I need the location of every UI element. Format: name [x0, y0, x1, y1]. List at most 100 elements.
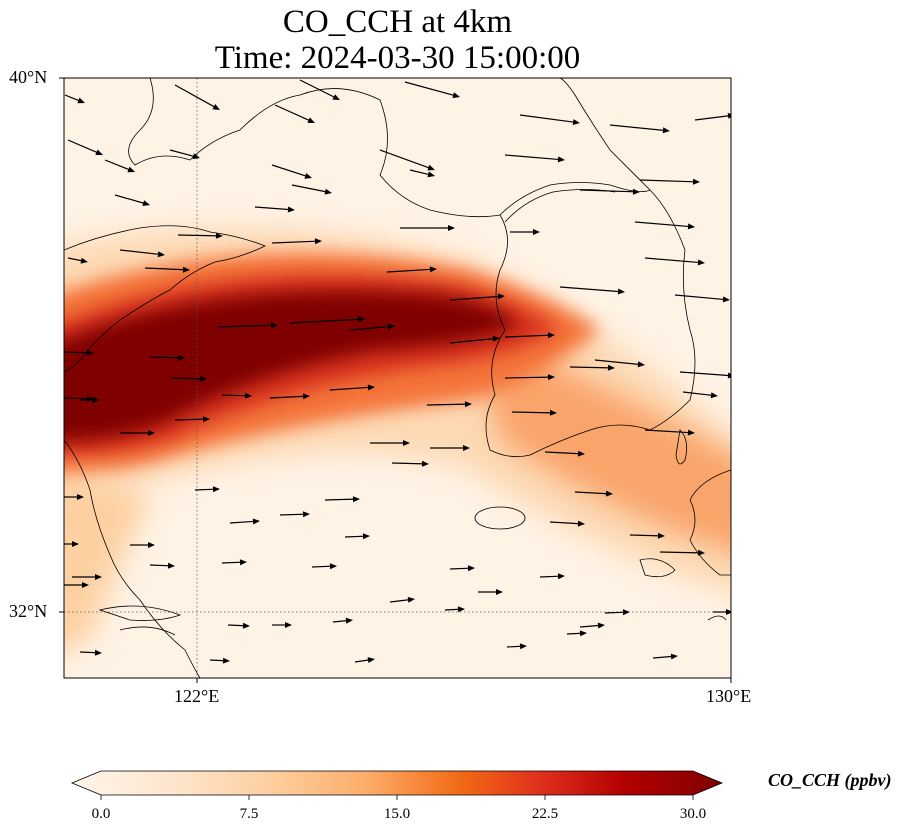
arrow-icon [77, 97, 85, 104]
arrow-icon [547, 332, 555, 339]
wind-arrow-shaft [504, 334, 551, 338]
wind-arrow-shaft [349, 325, 391, 331]
wind-arrow-shaft [539, 575, 561, 578]
arrow-icon [362, 533, 370, 540]
arrow-icon [597, 622, 605, 629]
arrow-icon [222, 657, 230, 664]
wind-arrow-shaft [171, 377, 203, 380]
wind-vectors [64, 79, 731, 664]
wind-arrow-shaft [449, 295, 501, 301]
wind-arrow-shaft [506, 645, 523, 648]
wind-arrow-shaft [209, 659, 226, 662]
wind-arrow-shaft [254, 206, 291, 211]
wind-arrow-shaft [329, 386, 371, 391]
arrow-icon [324, 188, 332, 195]
wind-arrow-shaft [379, 149, 431, 169]
arrow-icon [605, 490, 613, 497]
wind-arrow-shaft [271, 164, 308, 178]
wind-arrow-shaft [332, 619, 349, 623]
arrow-icon [86, 349, 94, 356]
colorbar-tick: 30.0 [679, 806, 707, 822]
wind-arrow-shaft [279, 513, 306, 516]
colorbar-tick: 0.0 [91, 806, 111, 822]
arrow-icon [710, 392, 718, 399]
wind-arrow-shaft [144, 267, 186, 271]
arrow-icon [202, 416, 210, 423]
wind-arrow-shaft [119, 249, 161, 256]
arrow-icon [127, 166, 135, 173]
wind-arrow-shaft [174, 418, 206, 421]
arrow-icon [463, 445, 470, 451]
wind-arrow-shaft [229, 520, 256, 524]
arrow-icon [304, 173, 312, 179]
wind-arrow-shaft [217, 324, 274, 328]
wind-arrow-shaft [594, 359, 641, 366]
wind-arrow-shaft [344, 535, 366, 538]
wind-arrow-shaft [221, 561, 243, 564]
arrow-icon [148, 430, 155, 436]
wind-arrow-shaft [559, 286, 621, 293]
wind-arrow-shaft [64, 94, 81, 102]
wind-arrow-shaft [227, 624, 246, 627]
wind-arrow-shaft [682, 391, 714, 397]
arrow-icon [492, 335, 500, 342]
wind-arrow-shaft [639, 179, 696, 183]
arrow-icon [352, 496, 360, 503]
wind-arrow-shaft [549, 521, 581, 525]
gridlines [64, 78, 731, 678]
wind-arrow-shaft [386, 268, 433, 273]
arrow-icon [403, 440, 410, 446]
arrow-icon [302, 511, 310, 518]
arrow-icon [557, 156, 565, 163]
wind-arrow-shaft [674, 294, 726, 301]
arrow-icon [622, 609, 630, 616]
arrow-icon [452, 92, 460, 99]
colorbar-tick: 7.5 [239, 806, 259, 822]
concentration-field [64, 78, 731, 678]
lon-tick-label: 122°E [174, 686, 220, 706]
lat-tick-label: 32°N [9, 601, 48, 621]
arrow-icon [464, 401, 472, 408]
chart-subtitle: Time: 2024-03-30 15:00:00 [214, 40, 581, 76]
wind-arrow-shaft [324, 498, 356, 501]
lat-tick-label: 40°N [9, 67, 48, 87]
wind-arrow-shaft [659, 551, 701, 554]
wind-arrow-shaft [64, 397, 90, 400]
arrow-icon [142, 200, 150, 206]
arrow-icon [497, 293, 505, 300]
arrow-icon [93, 397, 100, 403]
arrow-icon [572, 119, 580, 125]
arrow-icon [307, 117, 315, 123]
arrow-icon [687, 429, 695, 436]
arrow-icon [80, 257, 88, 264]
chart-title: CO_CCH at 4km [282, 4, 513, 40]
wind-arrow-shaft [444, 608, 461, 611]
wind-arrow-shaft [629, 534, 661, 537]
wind-arrow-shaft [566, 632, 583, 635]
wind-arrow-shaft [391, 462, 425, 465]
arrow-icon [367, 657, 375, 663]
arrow-icon [557, 573, 565, 580]
arrow-icon [722, 296, 730, 303]
arrow-icon [429, 266, 437, 273]
wind-arrow-shaft [67, 139, 99, 154]
arrow-icon [199, 375, 207, 382]
wind-arrow-shaft [569, 366, 611, 369]
arrow-icon [448, 225, 455, 231]
wind-arrow-shaft [652, 655, 674, 659]
arrow-icon [367, 384, 375, 391]
arrow-icon [244, 392, 252, 399]
arrow-icon [167, 562, 175, 569]
wind-arrow-shaft [449, 567, 471, 570]
arrow-icon [421, 460, 429, 467]
wind-arrow-shaft [679, 371, 731, 377]
wind-arrow-shaft [579, 189, 636, 193]
arrow-icon [182, 266, 190, 273]
wind-arrow-shaft [149, 564, 171, 567]
arrow-icon [726, 609, 731, 615]
wind-arrow-shaft [574, 491, 609, 495]
arrow-icon [357, 316, 365, 323]
arrow-icon [427, 171, 435, 178]
axis-ticks [59, 77, 732, 683]
